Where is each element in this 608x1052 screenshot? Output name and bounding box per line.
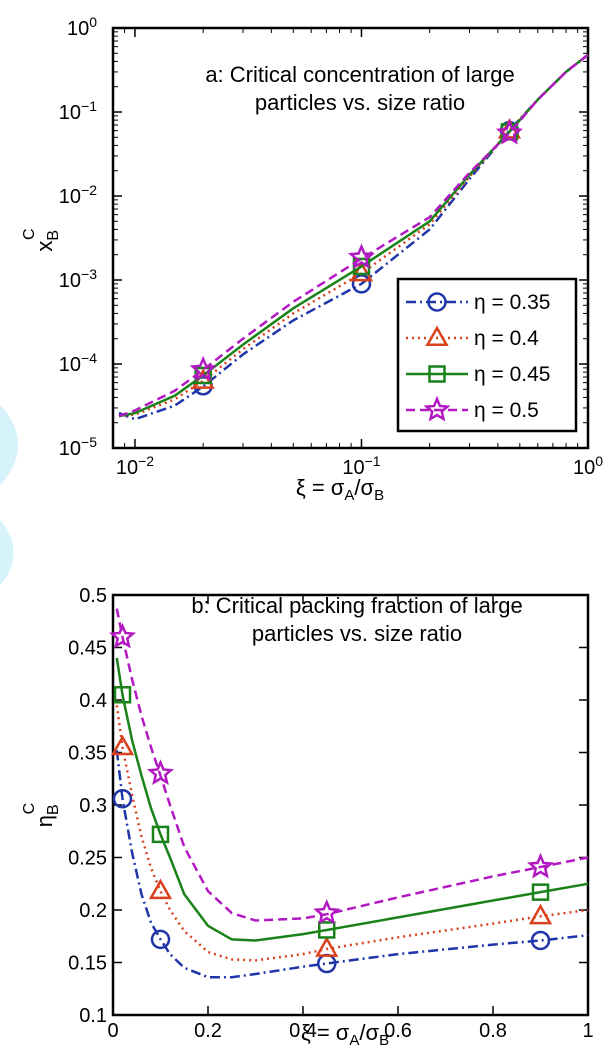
chart-b-data-point — [526, 852, 555, 879]
chart-a-data-point — [189, 355, 217, 382]
chart-a-y-tick-label: 10−5 — [59, 434, 97, 460]
chart-a-legend-marker — [428, 365, 446, 383]
background-decoration — [0, 405, 18, 585]
chart-a-series — [118, 53, 589, 421]
chart-b-annotation-line-2: particles vs. size ratio — [252, 621, 462, 646]
chart-a-y-tick-label: 10−4 — [59, 350, 97, 376]
chart-b-series-line — [115, 608, 589, 922]
chart-a-legend-label: η = 0.35 — [474, 291, 550, 314]
svg-text:xBC: xBC — [21, 228, 62, 251]
chart-b-x-tick-label: 0.8 — [479, 1020, 507, 1042]
chart-b-data-point — [113, 686, 132, 704]
chart-b-data-point — [318, 921, 336, 939]
chart-b-y-tick-label: 0.4 — [79, 690, 107, 712]
chart-a-legend: η = 0.35 η = 0.4 η = 0.45 η = 0.5 — [396, 277, 578, 433]
chart-a-data-point — [495, 118, 523, 145]
chart-a-data-point — [347, 243, 375, 270]
chart-a-axes: 10−2 10−1 100 10−5 10−4 10−3 10−2 10−1 100 — [59, 14, 603, 479]
chart-b-y-tick-label: 0.3 — [79, 795, 107, 817]
chart-b-y-tick-label: 0.15 — [68, 953, 107, 975]
chart-a-y-tick-label: 10−3 — [59, 266, 97, 292]
chart-a-legend-label: η = 0.4 — [474, 327, 539, 350]
chart-b-annotation-line-1: b: Critical packing fraction of large — [191, 593, 522, 618]
chart-b-x-tick-label: 1 — [582, 1020, 593, 1042]
svg-text:ηBC: ηBC — [21, 803, 62, 827]
chart-b-y-tick-label: 0.35 — [68, 743, 107, 765]
chart-a-annotation-line-2: particles vs. size ratio — [255, 90, 465, 115]
chart-a-data-point — [349, 260, 374, 282]
chart-b-data-point — [151, 825, 170, 844]
chart-b-x-tick-label: 0.4 — [289, 1020, 317, 1042]
chart-b-series — [108, 608, 589, 979]
chart-a-xlabel: ξ = σA/σB — [296, 475, 384, 504]
chart-a-y-tick-label: 10−1 — [59, 98, 97, 124]
chart-b-data-point — [530, 930, 551, 951]
chart-b-y-tick-label: 0.1 — [79, 1005, 107, 1027]
chart-a-legend-label: η = 0.45 — [474, 363, 550, 386]
chart-b-x-tick-label: 0.6 — [384, 1020, 412, 1042]
chart-b-series-line — [115, 657, 589, 942]
chart-a-data-point — [351, 274, 372, 294]
chart-b-data-point — [315, 936, 339, 957]
chart-b-x-tick-label: 0 — [107, 1020, 118, 1042]
chart-b-data-point — [531, 883, 550, 901]
chart-a-ylabel: xBC — [21, 228, 62, 251]
chart-a-series-line — [118, 53, 589, 418]
chart-b-plot-area — [111, 593, 590, 1017]
chart-a-series-line — [118, 53, 589, 418]
chart-b-xlabel: ξ = σA/σB — [301, 1020, 389, 1049]
chart-a-legend-marker — [423, 395, 451, 422]
chart-b-y-tick-label: 0.25 — [68, 848, 107, 870]
chart-a-x-tick-label: 100 — [573, 453, 603, 479]
chart-a-legend-marker — [425, 325, 449, 347]
chart-b-data-point — [146, 759, 175, 785]
chart-b-data-point — [150, 929, 171, 950]
chart-b-data-point — [108, 622, 137, 649]
chart-b-data-point — [148, 878, 173, 900]
chart-a-y-tick-label: 10−2 — [59, 182, 97, 208]
chart-a: 10−2 10−1 100 10−5 10−4 10−3 10−2 10−1 100 a: Cr… — [21, 14, 603, 504]
chart-b-data-point — [313, 898, 341, 925]
chart-b-ylabel: ηBC — [21, 803, 62, 827]
chart-b-data-point — [110, 734, 135, 756]
chart-a-legend-marker — [427, 292, 447, 312]
chart-b-y-tick-label: 0.5 — [79, 585, 107, 607]
chart-b-x-tick-label: 0.2 — [194, 1020, 222, 1042]
chart-a-annotation-line-1: a: Critical concentration of large — [205, 62, 514, 87]
chart-b-series-line — [115, 750, 589, 979]
chart-a-x-tick-label: 10−1 — [342, 453, 380, 479]
chart-a-series-line — [118, 53, 589, 421]
chart-b-y-tick-label: 0.45 — [68, 638, 107, 660]
chart-b-data-point — [528, 903, 553, 925]
chart-a-x-tick-label: 10−2 — [116, 453, 154, 479]
chart-a-y-tick-label: 100 — [67, 14, 97, 40]
chart-b-y-tick-label: 0.2 — [79, 900, 107, 922]
chart-b: 0 0.2 0.4 0.6 0.8 1 0.1 0.15 0.2 0.25 0.3 0.35 0.4 0.… — [21, 585, 594, 1049]
chart-b-data-point — [112, 788, 133, 809]
chart-a-legend-label: η = 0.5 — [474, 399, 539, 422]
